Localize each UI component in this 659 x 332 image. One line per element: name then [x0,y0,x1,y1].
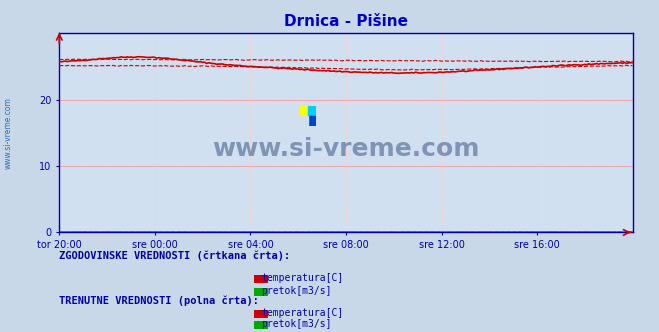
Bar [300,106,308,116]
Text: pretok[m3/s]: pretok[m3/s] [262,286,332,296]
Bar [300,116,308,126]
Text: temperatura[C]: temperatura[C] [262,308,344,318]
Text: www.si-vreme.com: www.si-vreme.com [3,97,13,169]
Bar [308,106,316,116]
Text: www.si-vreme.com: www.si-vreme.com [212,137,480,161]
Text: temperatura[C]: temperatura[C] [262,273,344,283]
Text: TRENUTNE VREDNOSTI (polna črta):: TRENUTNE VREDNOSTI (polna črta): [59,295,259,306]
Bar [308,116,316,126]
Text: ZGODOVINSKE VREDNOSTI (črtkana črta):: ZGODOVINSKE VREDNOSTI (črtkana črta): [59,250,291,261]
Text: pretok[m3/s]: pretok[m3/s] [262,319,332,329]
Title: Drnica - Pišine: Drnica - Pišine [284,14,408,29]
